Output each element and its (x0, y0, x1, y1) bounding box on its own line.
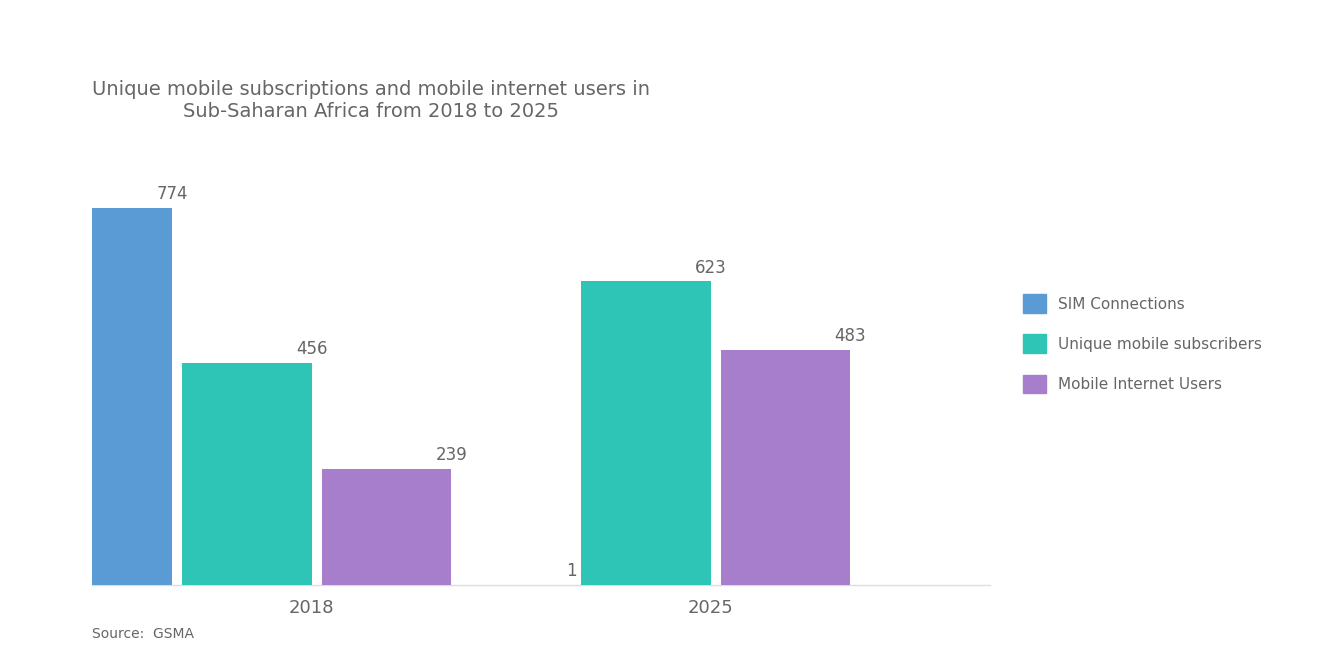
Text: 623: 623 (694, 259, 726, 277)
Bar (322, 469, 451, 585)
Text: 456: 456 (296, 340, 327, 358)
Bar (581, 281, 710, 585)
Bar (182, 363, 312, 585)
Legend: SIM Connections, Unique mobile subscribers, Mobile Internet Users: SIM Connections, Unique mobile subscribe… (1015, 287, 1270, 401)
Text: 483: 483 (834, 327, 866, 344)
Bar (721, 350, 850, 585)
Text: Unique mobile subscriptions and mobile internet users in
Sub-Saharan Africa from: Unique mobile subscriptions and mobile i… (92, 80, 651, 121)
Text: 239: 239 (436, 446, 467, 464)
Text: Source:  GSMA: Source: GSMA (92, 627, 194, 642)
Text: 1: 1 (566, 562, 577, 580)
Bar (42, 207, 172, 585)
Text: 774: 774 (157, 185, 187, 203)
